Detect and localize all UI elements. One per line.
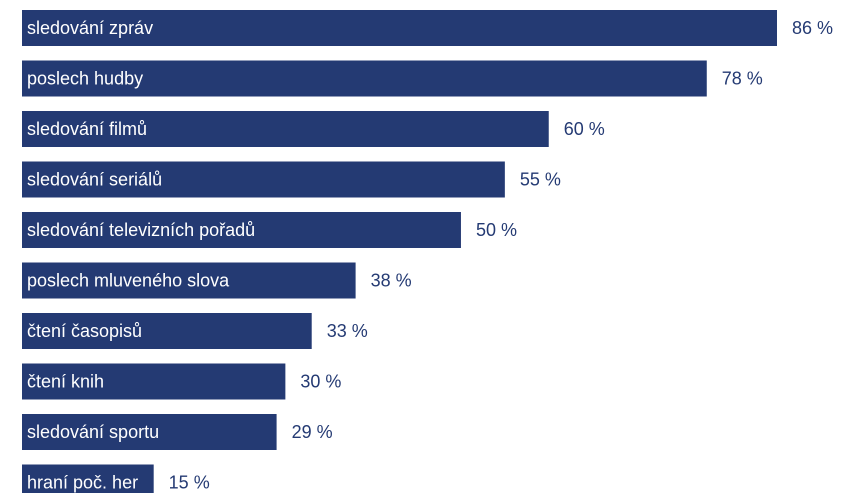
category-label: poslech hudby — [27, 69, 143, 89]
bar — [22, 262, 356, 299]
category-label: čtení knih — [27, 372, 104, 392]
category-label: sledování televizních pořadů — [27, 220, 255, 240]
value-label: 15 % — [169, 473, 210, 493]
category-label: sledování filmů — [27, 119, 147, 139]
bars-layer: sledování zpráv 86 % poslech hudby 78 % sled… — [22, 10, 833, 493]
bar — [22, 10, 777, 46]
category-label: sledování zpráv — [27, 18, 153, 38]
bar — [22, 60, 707, 97]
bar — [22, 363, 286, 400]
bar — [22, 161, 505, 198]
bar — [22, 313, 312, 349]
value-label: 60 % — [564, 119, 605, 139]
value-label: 55 % — [520, 170, 561, 190]
value-label: 29 % — [292, 422, 333, 442]
bar — [22, 212, 461, 248]
category-label: hraní poč. her — [27, 473, 138, 493]
value-label: 86 % — [792, 18, 833, 38]
category-label: sledování sportu — [27, 422, 159, 442]
value-label: 30 % — [300, 372, 341, 392]
value-label: 78 % — [722, 69, 763, 89]
bar — [22, 414, 277, 450]
value-label: 50 % — [476, 220, 517, 240]
category-label: poslech mluveného slova — [27, 271, 230, 291]
bar — [22, 464, 154, 493]
bar — [22, 111, 549, 147]
category-label: sledování seriálů — [27, 170, 162, 190]
value-label: 33 % — [327, 321, 368, 341]
category-label: čtení časopisů — [27, 321, 142, 341]
value-label: 38 % — [371, 271, 412, 291]
